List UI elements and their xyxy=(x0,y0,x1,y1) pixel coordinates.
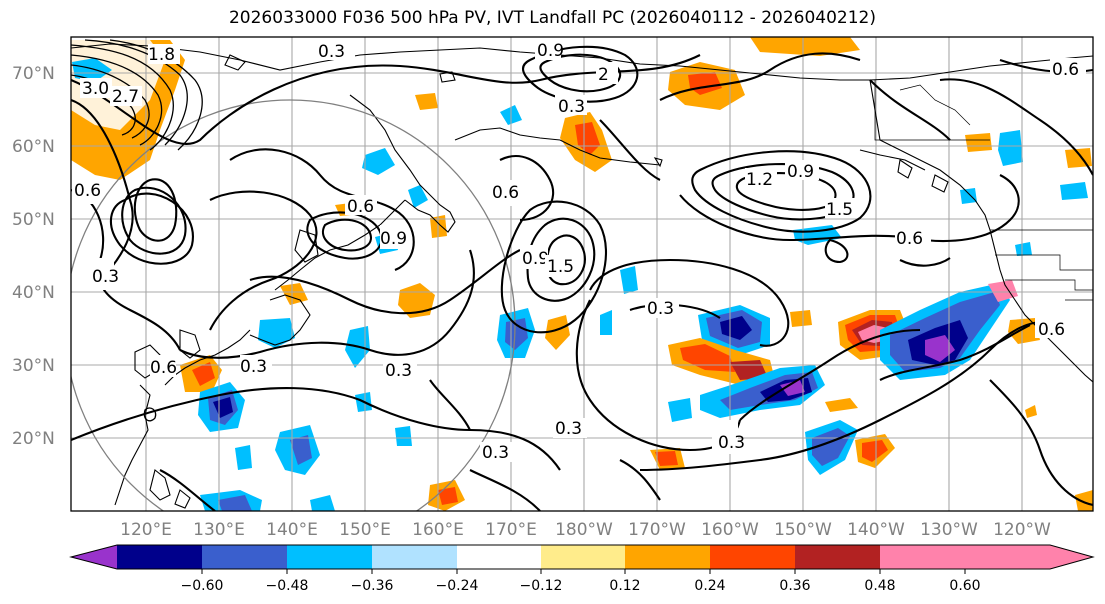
lon-label: 140°E xyxy=(266,520,318,540)
colorbar-tick-label: −0.48 xyxy=(266,578,309,594)
shade-top-orange xyxy=(750,37,860,56)
colorbar-tick-label: 0.24 xyxy=(694,578,725,594)
colorbar: −0.60 −0.48 −0.36 −0.24 −0.12 0.12 0.24 … xyxy=(69,544,1095,594)
colorbar-segment xyxy=(795,545,880,569)
pv-contours xyxy=(71,39,1093,511)
lon-label: 160°E xyxy=(412,520,464,540)
contour-label: 0.3 xyxy=(240,357,267,377)
colorbar-segment xyxy=(287,545,372,569)
colorbar-outline xyxy=(69,544,1095,570)
borders xyxy=(874,80,1093,301)
lon-label: 180°W xyxy=(555,520,613,540)
contour-label: 0.6 xyxy=(492,183,519,203)
graticule xyxy=(71,37,1093,511)
colorbar-segment xyxy=(541,545,625,569)
contour-label: 3.0 xyxy=(82,79,109,99)
lon-label: 130°W xyxy=(920,520,978,540)
lat-label: 50°N xyxy=(12,210,55,230)
contour-label: 0.6 xyxy=(896,229,923,249)
colorbar-segment xyxy=(625,545,710,569)
shade-nw-blue xyxy=(72,58,112,82)
lat-label: 40°N xyxy=(12,283,55,303)
colorbar-tick-label: 0.36 xyxy=(779,578,810,594)
lon-label: 160°W xyxy=(701,520,759,540)
contour-label: 0.3 xyxy=(318,42,345,62)
contour-label: 0.9 xyxy=(380,229,407,249)
lon-label: 120°W xyxy=(993,520,1051,540)
contour-label: 1.8 xyxy=(148,45,175,65)
lat-label: 30°N xyxy=(12,356,55,376)
contour-label: 0.6 xyxy=(1038,320,1065,340)
contour-label: 0.6 xyxy=(74,181,101,201)
lat-label: 70°N xyxy=(12,64,55,84)
contour-label: 0.3 xyxy=(718,433,745,453)
colorbar-tick-label: −0.12 xyxy=(520,578,563,594)
contour-label: 0.9 xyxy=(522,249,549,269)
ivt-shading xyxy=(71,37,1093,511)
contour-label: 1.2 xyxy=(746,170,773,190)
colorbar-tick-label: 0.60 xyxy=(949,578,980,594)
shade-nw-orange-2 xyxy=(88,135,120,168)
lon-label: 140°W xyxy=(847,520,905,540)
colorbar-tick-label: 0.12 xyxy=(609,578,640,594)
longitude-labels: 120°E 130°E 140°E 150°E 160°E 170°E 180°… xyxy=(120,520,1051,540)
contour-label: 0.3 xyxy=(647,299,674,319)
lon-label: 150°E xyxy=(339,520,391,540)
colorbar-segment xyxy=(880,545,965,569)
contour-labels: 0.3 0.3 0.3 0.3 0.3 0.3 0.3 0.3 0.3 0.6 … xyxy=(72,38,1086,463)
contour-label: 0.9 xyxy=(787,162,814,182)
contour-label: 0.9 xyxy=(537,41,564,61)
colorbar-tick-label: 0.48 xyxy=(864,578,895,594)
colorbar-tick-label: −0.60 xyxy=(181,578,224,594)
colorbar-segment xyxy=(457,545,541,569)
colorbar-segment xyxy=(710,545,795,569)
contour-label: 0.3 xyxy=(555,419,582,439)
colorbar-extend-low xyxy=(71,545,117,569)
contour-label: 0.6 xyxy=(1052,60,1079,80)
lat-label: 20°N xyxy=(12,429,55,449)
lon-label: 170°W xyxy=(628,520,686,540)
latitude-labels: 70°N 60°N 50°N 40°N 30°N 20°N xyxy=(12,64,55,449)
contour-label: 0.6 xyxy=(150,358,177,378)
colorbar-tick-label: −0.36 xyxy=(351,578,394,594)
plot-frame xyxy=(70,36,1094,512)
colorbar-tick-label: −0.24 xyxy=(436,578,479,594)
contour-label: 0.3 xyxy=(482,443,509,463)
map-title: 2026033000 F036 500 hPa PV, IVT Landfall… xyxy=(228,8,876,28)
contour-label: 0.3 xyxy=(385,361,412,381)
lon-label: 150°W xyxy=(774,520,832,540)
contour-label: 0.3 xyxy=(558,97,585,117)
contour-label: 2 xyxy=(598,65,609,85)
lat-label: 60°N xyxy=(12,137,55,157)
colorbar-segment xyxy=(202,545,287,569)
contour-label: 1.5 xyxy=(547,257,574,277)
lon-label: 130°E xyxy=(193,520,245,540)
lon-label: 170°E xyxy=(485,520,537,540)
colorbar-segment xyxy=(117,545,202,569)
colorbar-segment xyxy=(372,545,457,569)
contour-label: 0.6 xyxy=(347,197,374,217)
contour-label: 0.3 xyxy=(92,267,119,287)
contour-label: 2.7 xyxy=(112,87,139,107)
lon-label: 120°E xyxy=(120,520,172,540)
contour-label: 1.5 xyxy=(826,200,853,220)
